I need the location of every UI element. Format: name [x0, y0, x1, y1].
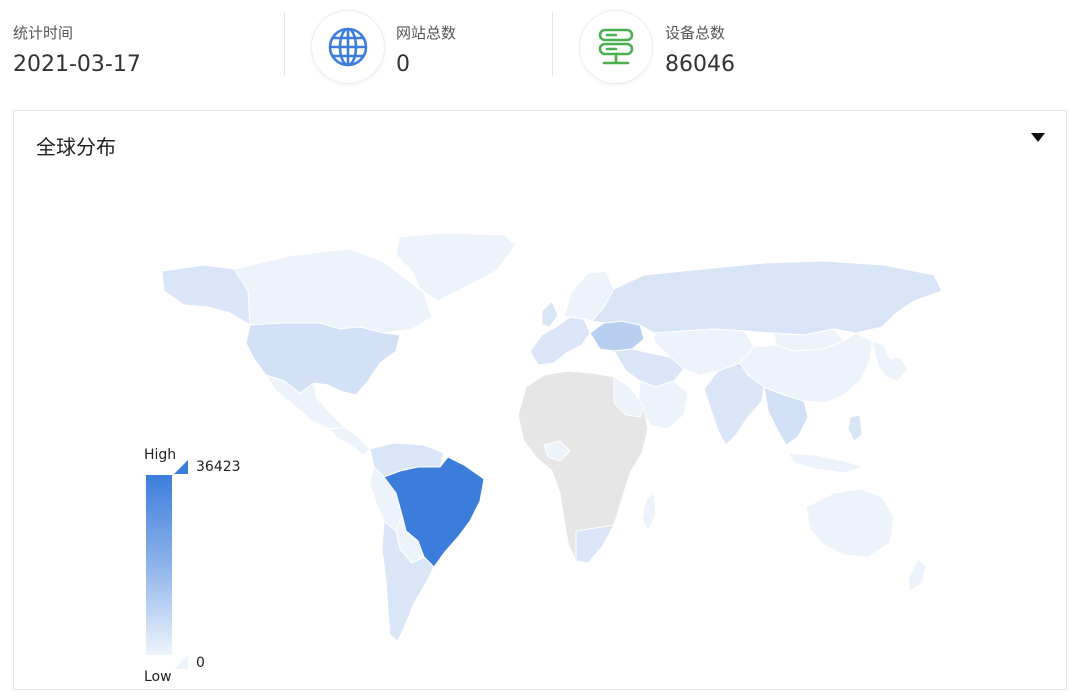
map-country-indonesia[interactable] — [787, 452, 865, 474]
map-country-usa[interactable] — [245, 322, 401, 396]
map-legend: High 36423 0 Low — [142, 447, 262, 687]
stat-divider — [284, 12, 285, 76]
map-region-east-asia[interactable] — [871, 340, 909, 382]
legend-min-value: 0 — [196, 655, 205, 671]
legend-high-label: High — [144, 447, 177, 463]
map-country-argentina[interactable] — [381, 520, 435, 642]
stat-websites-label: 网站总数 — [396, 24, 457, 42]
map-country-brazil[interactable] — [383, 456, 485, 568]
map-region-southeast-asia[interactable] — [763, 386, 809, 446]
stats-bar: 统计时间 2021-03-17 网站总数 0 — [0, 0, 1080, 100]
stat-devices-value: 86046 — [665, 52, 735, 77]
map-region-middle-east[interactable] — [613, 348, 685, 388]
caret-down-icon[interactable] — [1030, 131, 1046, 143]
stat-websites-value: 0 — [396, 52, 410, 77]
global-distribution-panel: 全球分布 — [13, 110, 1067, 690]
globe-icon — [328, 27, 368, 67]
legend-low-label: Low — [144, 669, 172, 685]
map-region-central-asia[interactable] — [653, 328, 755, 376]
legend-high-marker — [174, 460, 188, 474]
stat-date-label: 统计时间 — [13, 24, 74, 42]
server-icon-wrap — [579, 10, 653, 84]
map-country-india[interactable] — [703, 362, 765, 446]
stat-date-value: 2021-03-17 — [13, 52, 141, 77]
stat-websites: 网站总数 0 — [285, 0, 551, 100]
legend-low-marker — [174, 655, 188, 669]
map-region-eastern-europe[interactable] — [589, 320, 645, 352]
legend-max-value: 36423 — [196, 459, 241, 475]
legend-gradient-bar[interactable] — [146, 475, 172, 655]
globe-icon-wrap — [311, 10, 385, 84]
map-country-new-zealand[interactable] — [907, 558, 927, 592]
map-region-western-europe[interactable] — [529, 316, 591, 366]
world-map[interactable] — [144, 231, 944, 651]
map-country-russia[interactable] — [591, 260, 943, 336]
server-icon — [598, 28, 634, 65]
map-country-mexico[interactable] — [265, 374, 345, 430]
map-region-central-america[interactable] — [329, 426, 371, 456]
map-country-australia[interactable] — [805, 488, 895, 558]
map-country-greenland[interactable] — [395, 232, 517, 302]
map-region-northeast-africa[interactable] — [613, 376, 645, 418]
map-country-philippines[interactable] — [847, 414, 863, 442]
stat-devices: 设备总数 86046 — [553, 0, 853, 100]
map-country-alaska[interactable] — [161, 264, 251, 326]
map-country-madagascar[interactable] — [641, 492, 657, 532]
stat-date: 统计时间 2021-03-17 — [0, 0, 280, 100]
map-country-south-africa[interactable] — [575, 524, 615, 564]
panel-title: 全球分布 — [36, 135, 116, 159]
stat-devices-label: 设备总数 — [665, 24, 726, 42]
map-region-west-africa[interactable] — [543, 440, 571, 462]
map-country-uk[interactable] — [541, 300, 559, 328]
stat-divider — [552, 12, 553, 76]
